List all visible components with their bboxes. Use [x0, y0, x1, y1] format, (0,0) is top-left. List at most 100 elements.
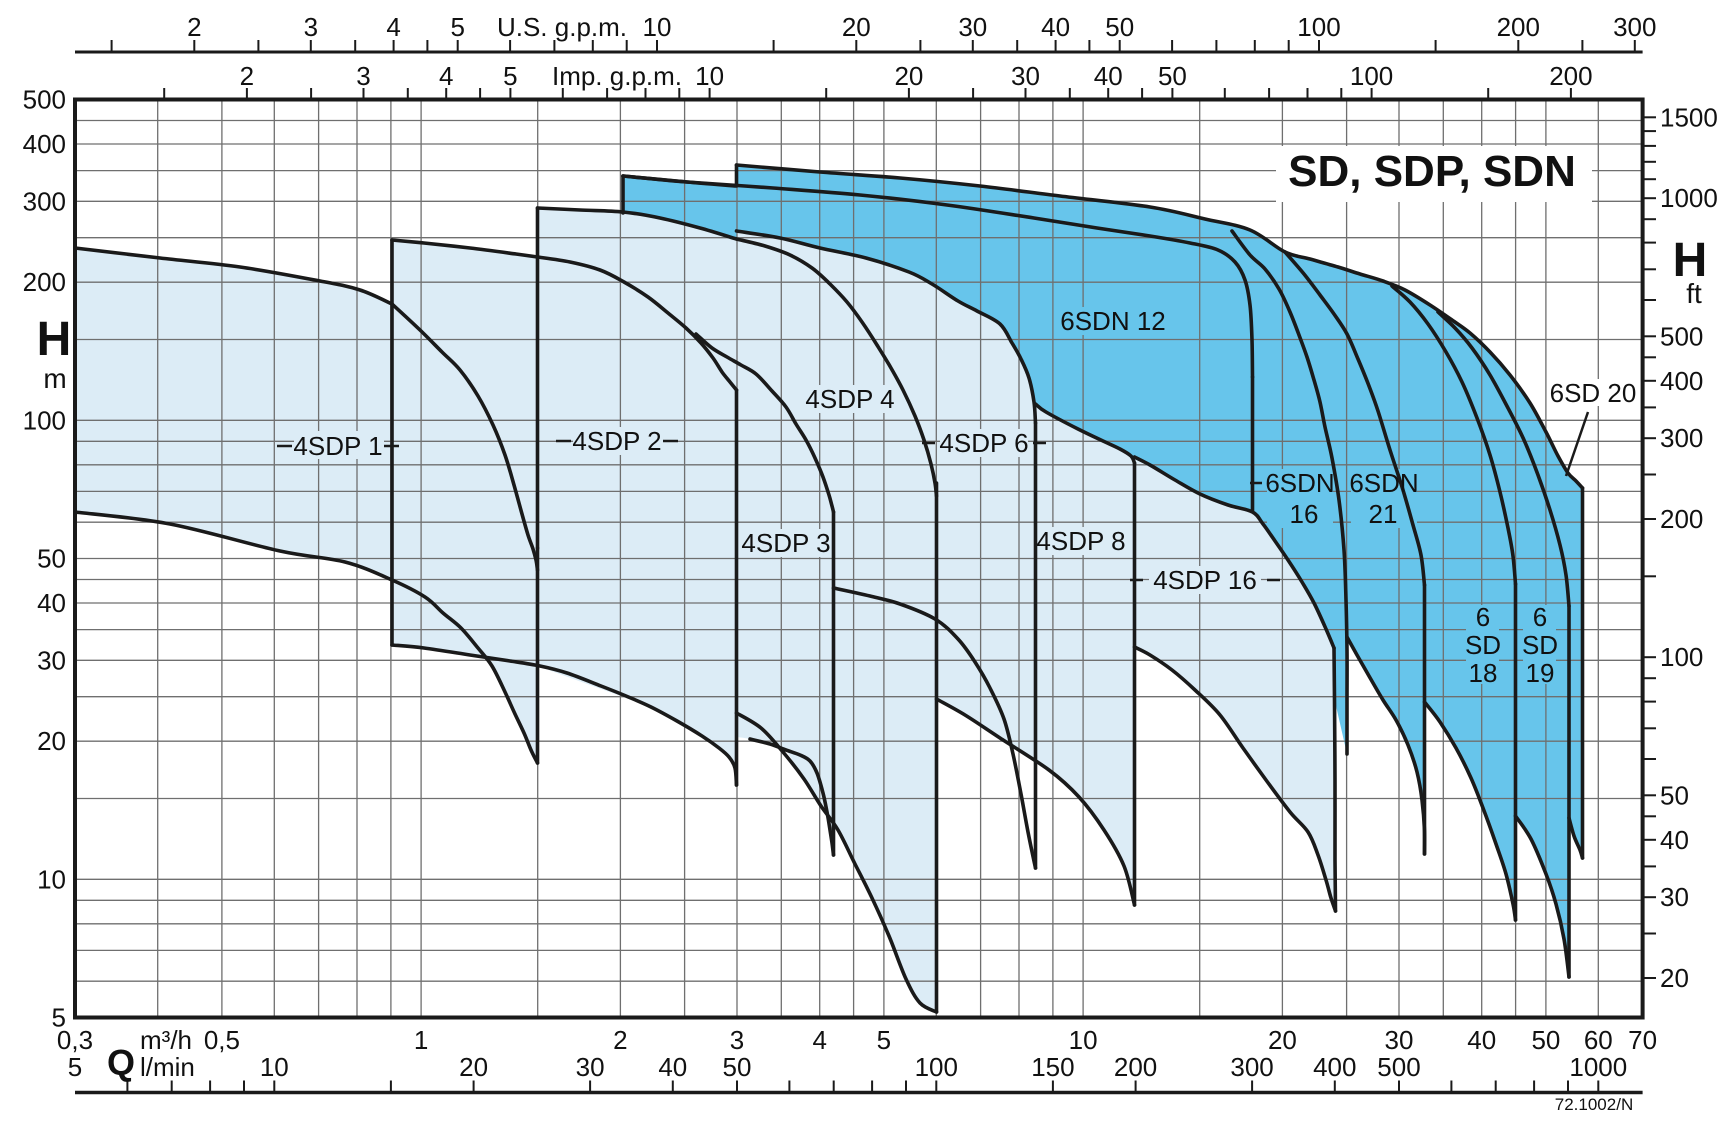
svg-text:21: 21: [1369, 499, 1398, 529]
svg-text:100: 100: [23, 405, 66, 435]
svg-text:4SDP 1: 4SDP 1: [293, 431, 382, 461]
svg-text:100: 100: [1660, 642, 1703, 672]
svg-text:4SDP 8: 4SDP 8: [1036, 526, 1125, 556]
svg-text:300: 300: [1230, 1052, 1273, 1082]
svg-text:70: 70: [1628, 1025, 1657, 1055]
svg-text:5: 5: [450, 12, 464, 42]
svg-text:SD, SDP, SDN: SD, SDP, SDN: [1288, 147, 1576, 196]
svg-text:4: 4: [386, 12, 400, 42]
svg-text:3: 3: [304, 12, 318, 42]
svg-text:30: 30: [576, 1052, 605, 1082]
svg-text:500: 500: [1660, 321, 1703, 351]
svg-text:20: 20: [1660, 963, 1689, 993]
svg-text:50: 50: [1105, 12, 1134, 42]
svg-text:40: 40: [1467, 1025, 1496, 1055]
svg-text:20: 20: [894, 61, 923, 91]
svg-text:4: 4: [439, 61, 453, 91]
svg-text:10: 10: [37, 864, 66, 894]
svg-text:400: 400: [1313, 1052, 1356, 1082]
svg-text:1000: 1000: [1569, 1052, 1627, 1082]
svg-text:200: 200: [1660, 504, 1703, 534]
svg-text:4SDP 4: 4SDP 4: [805, 384, 894, 414]
svg-text:16: 16: [1290, 499, 1319, 529]
svg-text:50: 50: [1531, 1025, 1560, 1055]
svg-text:300: 300: [1613, 12, 1656, 42]
svg-text:6SDN: 6SDN: [1349, 468, 1418, 498]
svg-text:6SD 20: 6SD 20: [1550, 378, 1637, 408]
svg-text:6SDN 12: 6SDN 12: [1060, 306, 1166, 336]
svg-text:1: 1: [414, 1025, 428, 1055]
svg-text:200: 200: [1114, 1052, 1157, 1082]
svg-text:20: 20: [842, 12, 871, 42]
svg-text:400: 400: [23, 129, 66, 159]
svg-text:4: 4: [812, 1025, 826, 1055]
svg-text:40: 40: [37, 588, 66, 618]
svg-text:6: 6: [1476, 602, 1490, 632]
svg-text:4SDP 3: 4SDP 3: [741, 528, 830, 558]
svg-text:4SDP 2: 4SDP 2: [572, 426, 661, 456]
svg-text:150: 150: [1031, 1052, 1074, 1082]
svg-text:0,3: 0,3: [57, 1025, 93, 1055]
svg-text:50: 50: [37, 544, 66, 574]
svg-text:20: 20: [37, 726, 66, 756]
svg-text:100: 100: [915, 1052, 958, 1082]
svg-text:18: 18: [1469, 658, 1498, 688]
svg-text:40: 40: [658, 1052, 687, 1082]
svg-text:100: 100: [1297, 12, 1340, 42]
svg-text:5: 5: [877, 1025, 891, 1055]
svg-text:SD: SD: [1465, 630, 1501, 660]
svg-text:300: 300: [1660, 423, 1703, 453]
svg-text:l/min: l/min: [140, 1052, 195, 1082]
svg-text:10: 10: [260, 1052, 289, 1082]
svg-text:30: 30: [1011, 61, 1040, 91]
svg-text:2: 2: [240, 61, 254, 91]
svg-text:20: 20: [1268, 1025, 1297, 1055]
svg-text:4SDP 6: 4SDP 6: [939, 428, 1028, 458]
svg-text:3: 3: [730, 1025, 744, 1055]
svg-text:20: 20: [459, 1052, 488, 1082]
svg-text:5: 5: [68, 1052, 82, 1082]
svg-text:30: 30: [958, 12, 987, 42]
svg-text:30: 30: [1385, 1025, 1414, 1055]
svg-text:10: 10: [643, 12, 672, 42]
svg-text:60: 60: [1584, 1025, 1613, 1055]
svg-text:m³/h: m³/h: [140, 1025, 192, 1055]
svg-text:300: 300: [23, 186, 66, 216]
svg-text:5: 5: [52, 1003, 66, 1033]
svg-text:40: 40: [1094, 61, 1123, 91]
svg-text:3: 3: [356, 61, 370, 91]
svg-text:19: 19: [1526, 658, 1555, 688]
svg-text:H: H: [37, 313, 72, 366]
svg-text:2: 2: [613, 1025, 627, 1055]
svg-text:10: 10: [1069, 1025, 1098, 1055]
svg-text:0,5: 0,5: [204, 1025, 240, 1055]
svg-text:200: 200: [23, 267, 66, 297]
svg-text:200: 200: [1497, 12, 1540, 42]
svg-text:Imp. g.p.m.: Imp. g.p.m.: [552, 61, 682, 91]
svg-text:ft: ft: [1686, 278, 1702, 309]
svg-text:SD: SD: [1522, 630, 1558, 660]
svg-text:400: 400: [1660, 366, 1703, 396]
svg-text:1500: 1500: [1660, 102, 1718, 132]
svg-text:72.1002/N: 72.1002/N: [1555, 1095, 1633, 1114]
svg-text:500: 500: [23, 85, 66, 115]
svg-text:50: 50: [1660, 780, 1689, 810]
svg-text:30: 30: [37, 645, 66, 675]
svg-text:50: 50: [1158, 61, 1187, 91]
svg-text:2: 2: [187, 12, 201, 42]
svg-text:100: 100: [1350, 61, 1393, 91]
svg-text:H: H: [1673, 234, 1708, 287]
svg-text:6SDN: 6SDN: [1265, 468, 1334, 498]
svg-text:4SDP 16: 4SDP 16: [1153, 565, 1257, 595]
svg-text:30: 30: [1660, 882, 1689, 912]
svg-text:50: 50: [723, 1052, 752, 1082]
svg-text:10: 10: [695, 61, 724, 91]
svg-text:6: 6: [1533, 602, 1547, 632]
svg-text:40: 40: [1041, 12, 1070, 42]
svg-text:5: 5: [503, 61, 517, 91]
svg-text:m: m: [43, 363, 66, 394]
svg-text:40: 40: [1660, 825, 1689, 855]
svg-text:200: 200: [1549, 61, 1592, 91]
svg-text:500: 500: [1377, 1052, 1420, 1082]
svg-text:U.S. g.p.m.: U.S. g.p.m.: [497, 12, 627, 42]
